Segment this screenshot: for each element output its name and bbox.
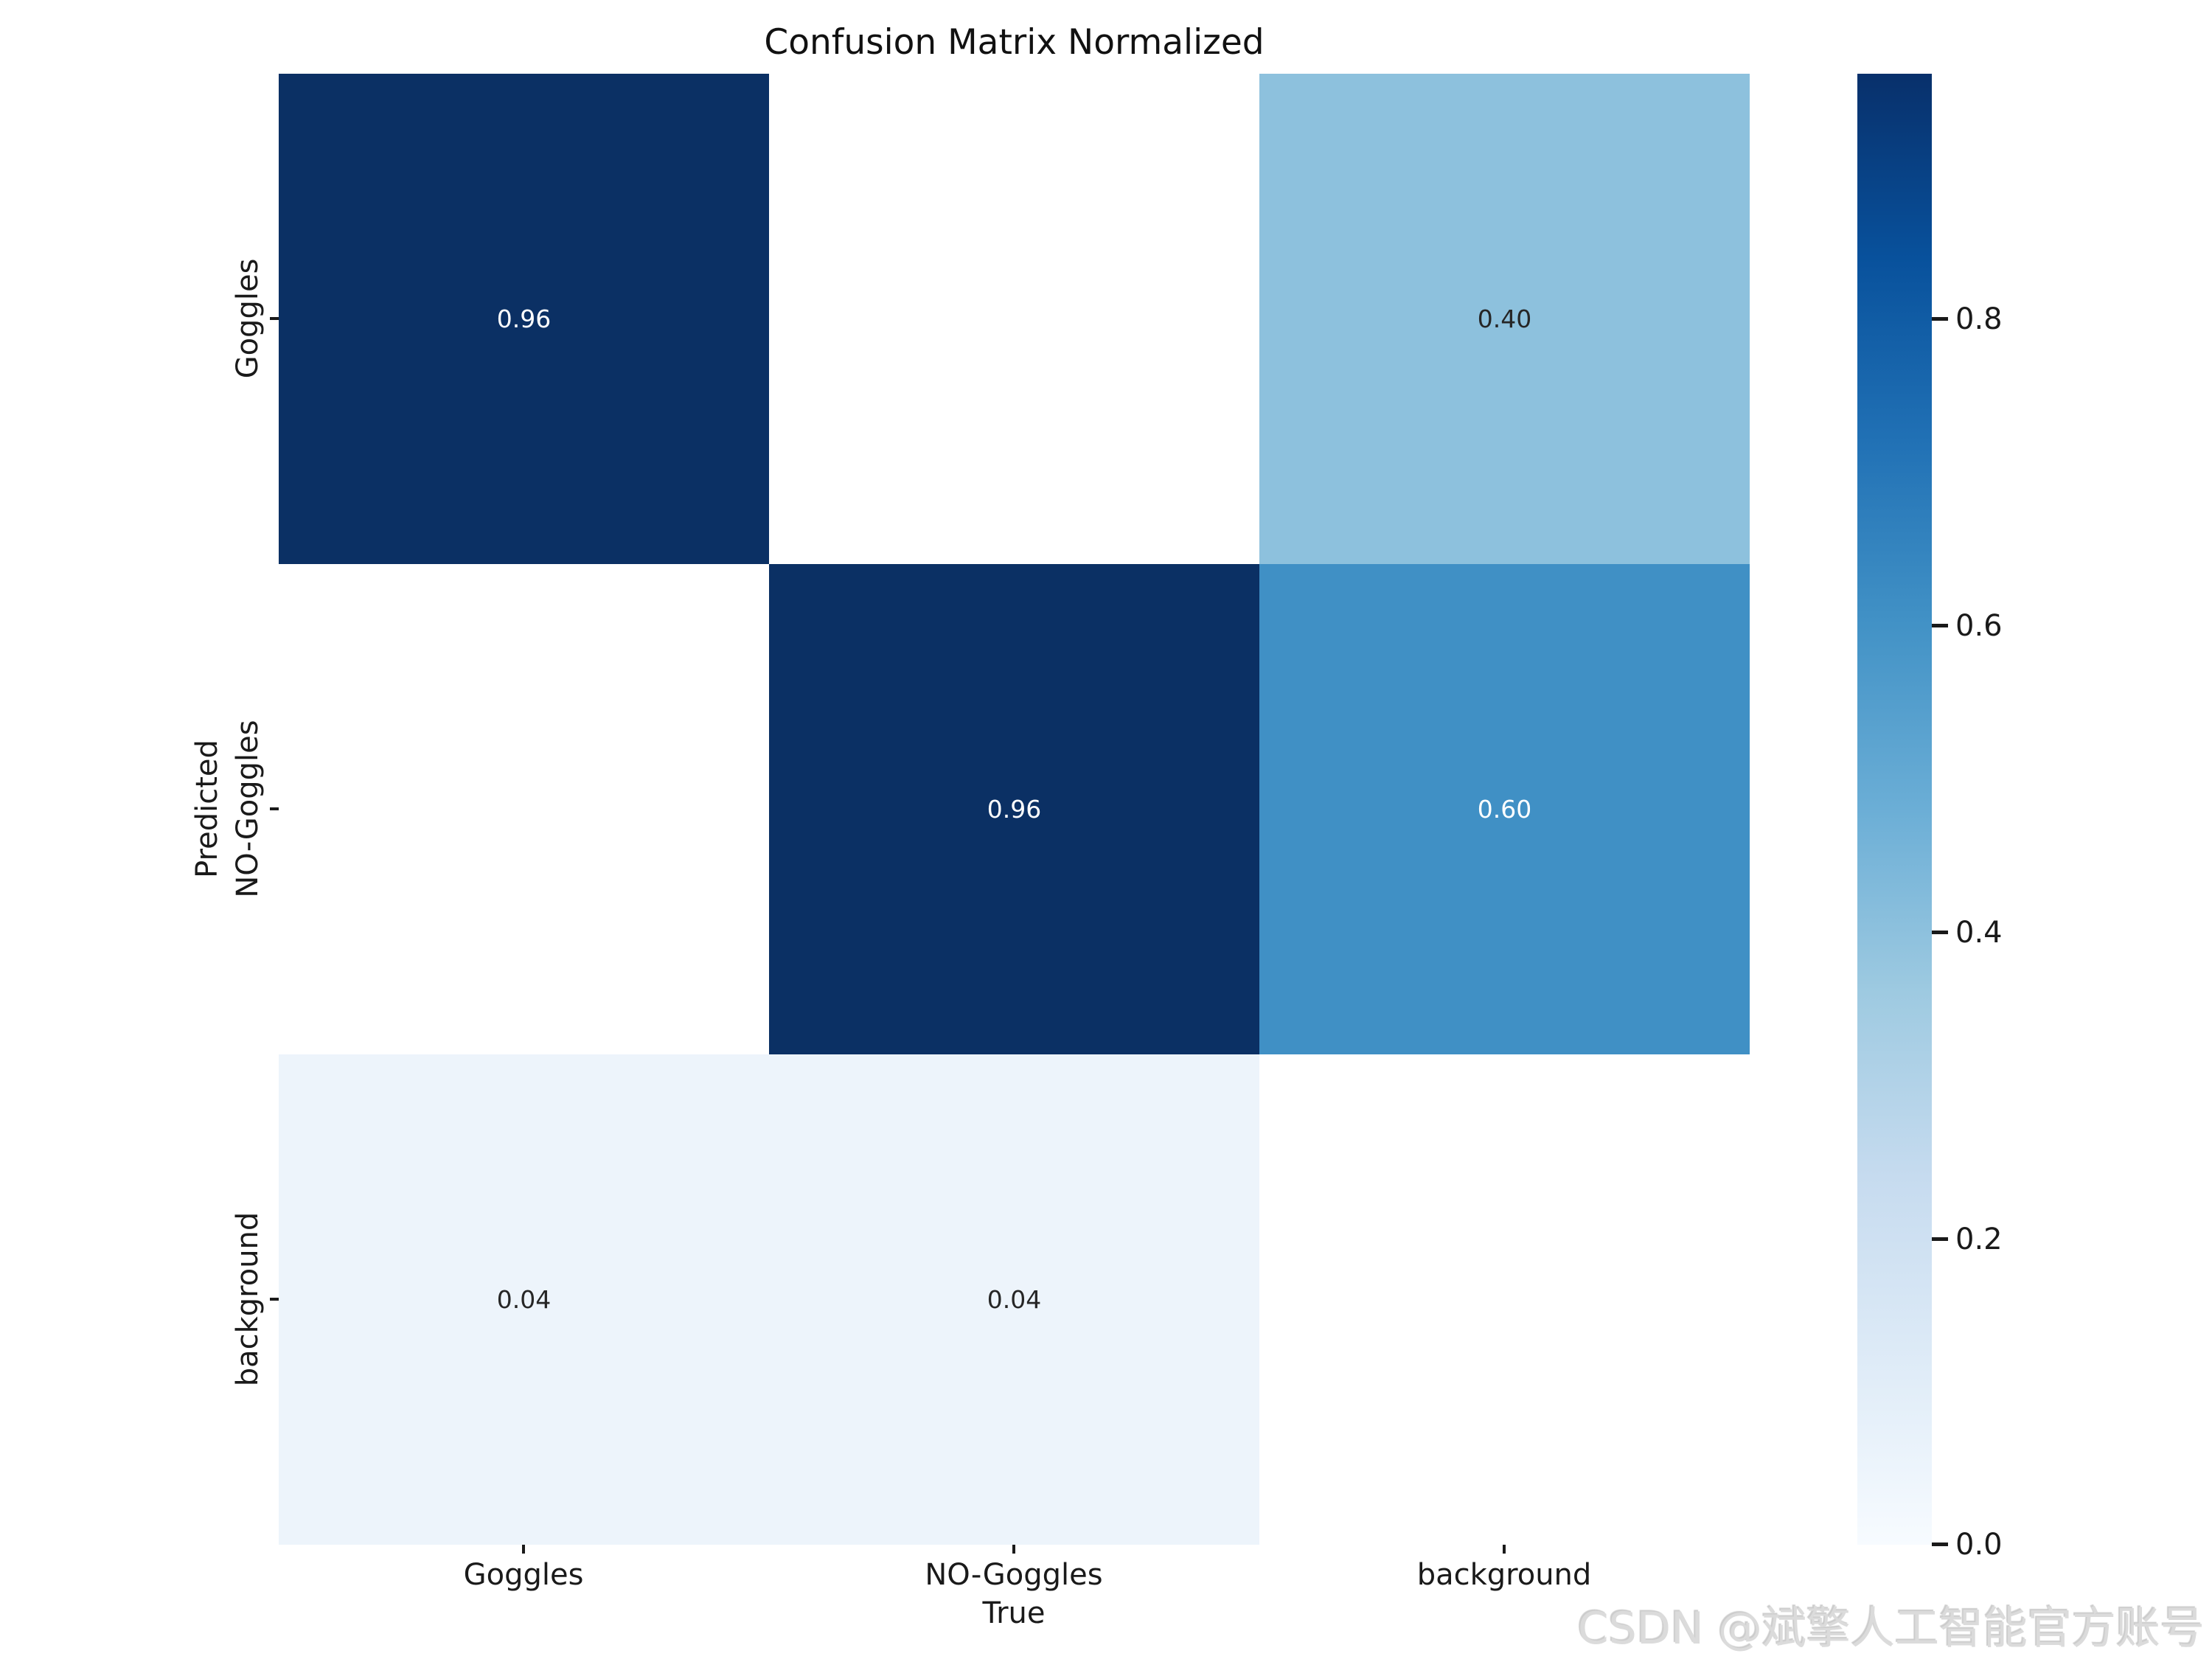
y-tick-label-no-goggles: NO-Goggles xyxy=(231,720,265,898)
x-axis-label: True xyxy=(982,1596,1046,1630)
heatmap-cell: 0.40 xyxy=(1259,74,1750,564)
colorbar-tick-label: 0.4 xyxy=(1955,916,2003,950)
x-tick-label-no-goggles: NO-Goggles xyxy=(925,1558,1103,1592)
x-tick-mark xyxy=(522,1545,525,1554)
x-tick-mark xyxy=(1503,1545,1506,1554)
heatmap-cell xyxy=(279,564,769,1054)
colorbar-tick-label: 0.2 xyxy=(1955,1222,2003,1256)
heatmap-cell: 0.96 xyxy=(769,564,1259,1054)
y-tick-mark xyxy=(270,1298,279,1301)
csdn-watermark: CSDN @斌擎人工智能官方账号 xyxy=(1577,1603,2205,1655)
colorbar-tick-mark xyxy=(1932,931,1948,934)
x-tick-mark xyxy=(1012,1545,1015,1554)
y-tick-mark xyxy=(270,807,279,810)
colorbar-tick-label: 0.8 xyxy=(1955,302,2003,336)
heatmap-cell xyxy=(769,74,1259,564)
y-tick-mark xyxy=(270,317,279,320)
heatmap-cell xyxy=(1259,1054,1750,1545)
y-tick-label-background: background xyxy=(231,1211,265,1387)
chart-title: Confusion Matrix Normalized xyxy=(764,22,1265,63)
colorbar-tick-mark xyxy=(1932,1543,1948,1546)
heatmap-cell: 0.60 xyxy=(1259,564,1750,1054)
colorbar-tick-label: 0.6 xyxy=(1955,609,2003,643)
y-axis-label: Predicted xyxy=(190,740,224,878)
colorbar-tick-mark xyxy=(1932,317,1948,321)
colorbar-tick-label: 0.0 xyxy=(1955,1528,2003,1562)
y-tick-label-goggles: Goggles xyxy=(231,258,265,379)
colorbar-tick-mark xyxy=(1932,1237,1948,1241)
heatmap-cell: 0.04 xyxy=(769,1054,1259,1545)
heatmap-cell: 0.04 xyxy=(279,1054,769,1545)
colorbar-tick-mark xyxy=(1932,624,1948,627)
heatmap-grid: 0.96 0.40 0.96 0.60 0.04 0.04 xyxy=(279,74,1750,1545)
heatmap-cell: 0.96 xyxy=(279,74,769,564)
colorbar-gradient xyxy=(1857,74,1932,1545)
x-tick-label-goggles: Goggles xyxy=(463,1558,584,1592)
x-tick-label-background: background xyxy=(1416,1558,1592,1592)
